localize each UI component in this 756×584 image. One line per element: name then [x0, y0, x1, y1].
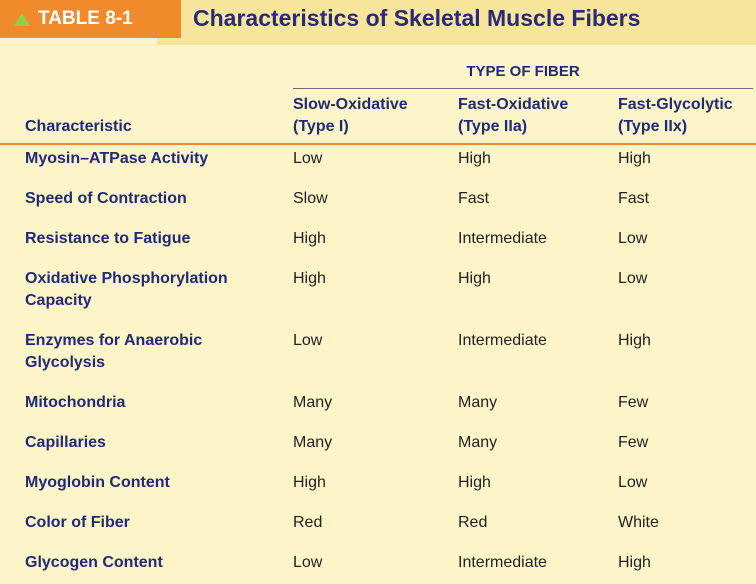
row-label: Glycogen Content — [25, 554, 163, 571]
cell-slow-oxidative: Low — [293, 332, 323, 349]
cell-fast-glycolytic: High — [618, 554, 651, 571]
cell-fast-oxidative: Red — [458, 514, 488, 531]
cell-fast-oxidative: High — [458, 474, 491, 491]
group-header-rule — [293, 88, 753, 89]
column-header-line: Fast-Glycolytic — [618, 96, 733, 113]
cell-fast-glycolytic: Few — [618, 434, 649, 451]
cell-fast-oxidative: Many — [458, 394, 498, 411]
column-header-line: Slow-Oxidative — [293, 96, 408, 113]
cell-slow-oxidative: Red — [293, 514, 323, 531]
row-label: Myosin–ATPase Activity — [25, 150, 209, 167]
column-header-line: Fast-Oxidative — [458, 96, 569, 113]
column-header-slow-oxidative: Slow-Oxidative (Type I) — [293, 94, 408, 138]
column-header-fast-glycolytic: Fast-Glycolytic (Type IIx) — [618, 94, 733, 138]
page-title: Characteristics of Skeletal Muscle Fiber… — [193, 5, 641, 31]
group-header: TYPE OF FIBER — [466, 63, 580, 80]
row-label: Capillaries — [25, 434, 106, 451]
cell-fast-oxidative: Intermediate — [458, 332, 547, 349]
header-divider — [0, 143, 756, 145]
row-label: Enzymes for Anaerobic Glycolysis — [25, 332, 203, 371]
cell-slow-oxidative: Low — [293, 554, 323, 571]
cell-fast-glycolytic: Fast — [618, 190, 650, 207]
row-label: Myoglobin Content — [25, 474, 170, 491]
cell-slow-oxidative: High — [293, 230, 326, 247]
cell-fast-oxidative: Fast — [458, 190, 490, 207]
cell-fast-oxidative: High — [458, 270, 491, 287]
cell-fast-glycolytic: High — [618, 150, 651, 167]
column-header-line: (Type I) — [293, 118, 349, 135]
triangle-icon — [14, 12, 30, 26]
cell-slow-oxidative: High — [293, 474, 326, 491]
row-label: Color of Fiber — [25, 514, 130, 531]
cell-slow-oxidative: Low — [293, 150, 323, 167]
row-label: Speed of Contraction — [25, 190, 187, 207]
row-label: Resistance to Fatigue — [25, 230, 191, 247]
cell-fast-glycolytic: Few — [618, 394, 649, 411]
cell-fast-oxidative: Many — [458, 434, 498, 451]
column-header-line: (Type IIx) — [618, 118, 688, 135]
row-label: Oxidative Phosphorylation Capacity — [25, 270, 228, 309]
column-header-line: (Type IIa) — [458, 118, 528, 135]
cell-slow-oxidative: Many — [293, 394, 333, 411]
title-band — [157, 0, 756, 45]
cell-fast-glycolytic: White — [618, 514, 659, 531]
column-header-fast-oxidative: Fast-Oxidative (Type IIa) — [458, 94, 568, 138]
cell-fast-oxidative: Intermediate — [458, 230, 547, 247]
cell-slow-oxidative: High — [293, 270, 326, 287]
cell-fast-oxidative: Intermediate — [458, 554, 547, 571]
cell-fast-glycolytic: Low — [618, 474, 648, 491]
table-tag: TABLE 8-1 — [0, 0, 181, 38]
cell-fast-oxidative: High — [458, 150, 491, 167]
row-label: Mitochondria — [25, 394, 126, 411]
cell-slow-oxidative: Many — [293, 434, 333, 451]
cell-slow-oxidative: Slow — [293, 190, 328, 207]
cell-fast-glycolytic: Low — [618, 270, 648, 287]
cell-fast-glycolytic: High — [618, 332, 651, 349]
column-header-characteristic: Characteristic — [25, 118, 132, 135]
table-tag-label: TABLE 8-1 — [38, 8, 133, 29]
cell-fast-glycolytic: Low — [618, 230, 648, 247]
